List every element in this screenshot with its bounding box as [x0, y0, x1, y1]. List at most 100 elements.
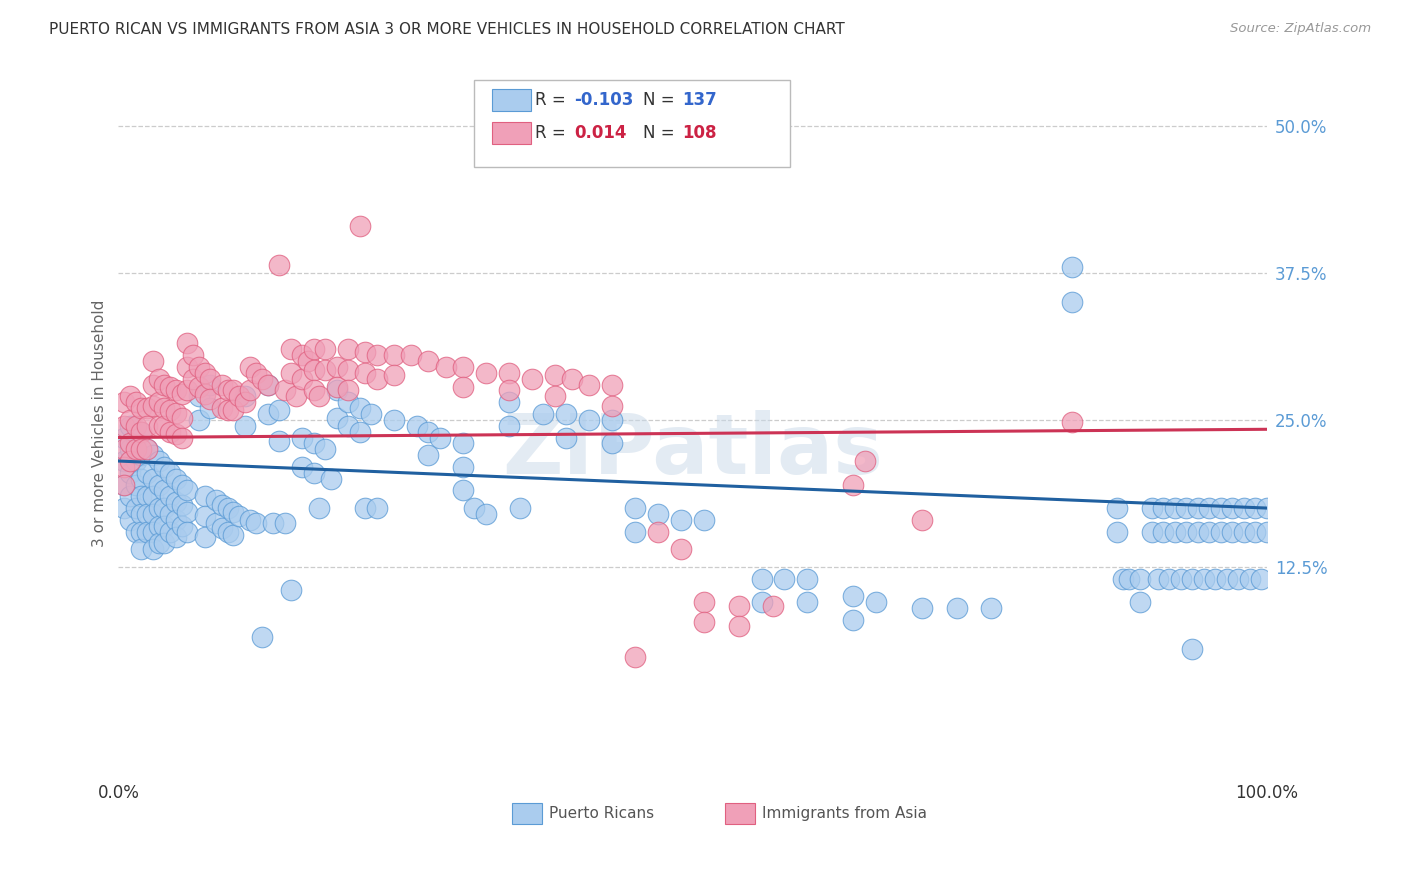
Point [131, 442, 153, 457]
Point [1060, 260, 1083, 274]
Point [600, 399, 623, 413]
Point [187, 380, 209, 394]
Point [354, 366, 377, 380]
Point [842, 589, 865, 603]
Point [291, 348, 314, 362]
Point [1181, 642, 1204, 657]
Point [291, 459, 314, 474]
Point [498, 384, 520, 398]
Point [475, 507, 498, 521]
Point [228, 389, 250, 403]
Point [118, 436, 141, 450]
Point [451, 359, 474, 374]
Point [1250, 572, 1272, 586]
Point [118, 389, 141, 403]
Point [418, 425, 440, 439]
Point [239, 513, 262, 527]
Text: PUERTO RICAN VS IMMIGRANTS FROM ASIA 3 OR MORE VEHICLES IN HOUSEHOLD CORRELATION: PUERTO RICAN VS IMMIGRANTS FROM ASIA 3 O… [49, 22, 845, 37]
Point [498, 366, 520, 380]
Point [693, 595, 716, 609]
Point [1209, 501, 1232, 516]
Point [153, 501, 176, 516]
Point [945, 601, 967, 615]
Point [302, 343, 325, 357]
Point [911, 513, 934, 527]
Point [1159, 572, 1181, 586]
Point [1204, 572, 1226, 586]
Point [250, 372, 273, 386]
Point [1239, 572, 1261, 586]
Point [217, 403, 239, 417]
Point [200, 377, 222, 392]
Point [124, 454, 146, 468]
Point [187, 389, 209, 403]
Point [751, 572, 773, 586]
Point [142, 507, 165, 521]
Point [1152, 524, 1174, 539]
Point [382, 368, 405, 383]
Point [193, 387, 215, 401]
Point [269, 403, 291, 417]
Point [233, 395, 256, 409]
Point [136, 466, 159, 480]
Point [118, 418, 141, 433]
Point [842, 613, 865, 627]
Point [693, 513, 716, 527]
Point [451, 436, 474, 450]
Point [578, 413, 600, 427]
Point [148, 501, 170, 516]
Point [751, 595, 773, 609]
Point [176, 359, 198, 374]
Point [233, 389, 256, 403]
Point [337, 384, 360, 398]
Point [165, 406, 187, 420]
Point [193, 531, 215, 545]
Point [222, 384, 245, 398]
Point [112, 442, 135, 457]
Point [165, 531, 187, 545]
Point [360, 407, 382, 421]
Point [727, 599, 749, 613]
Point [269, 258, 291, 272]
Point [600, 436, 623, 450]
Point [211, 401, 233, 416]
FancyBboxPatch shape [492, 122, 530, 145]
Point [319, 472, 342, 486]
Point [1198, 501, 1220, 516]
Point [727, 618, 749, 632]
Point [1187, 501, 1209, 516]
Point [142, 472, 165, 486]
Point [1146, 572, 1168, 586]
Point [382, 413, 405, 427]
Point [475, 366, 498, 380]
Point [314, 363, 336, 377]
Point [118, 489, 141, 503]
Point [124, 524, 146, 539]
Text: 0.014: 0.014 [574, 124, 627, 142]
Point [250, 631, 273, 645]
Point [170, 477, 193, 491]
Point [1164, 501, 1187, 516]
Point [561, 372, 583, 386]
Point [200, 401, 222, 416]
Point [1209, 524, 1232, 539]
Point [187, 413, 209, 427]
Point [153, 418, 176, 433]
Point [131, 425, 153, 439]
Point [1227, 572, 1250, 586]
Point [669, 542, 692, 557]
Point [124, 477, 146, 491]
Point [217, 384, 239, 398]
Point [1244, 524, 1267, 539]
Point [498, 418, 520, 433]
Point [382, 348, 405, 362]
Point [112, 454, 135, 468]
Point [118, 413, 141, 427]
Point [366, 348, 388, 362]
Point [217, 501, 239, 516]
Point [796, 572, 818, 586]
Point [165, 513, 187, 527]
Point [1215, 572, 1237, 586]
Point [118, 466, 141, 480]
Point [1152, 501, 1174, 516]
